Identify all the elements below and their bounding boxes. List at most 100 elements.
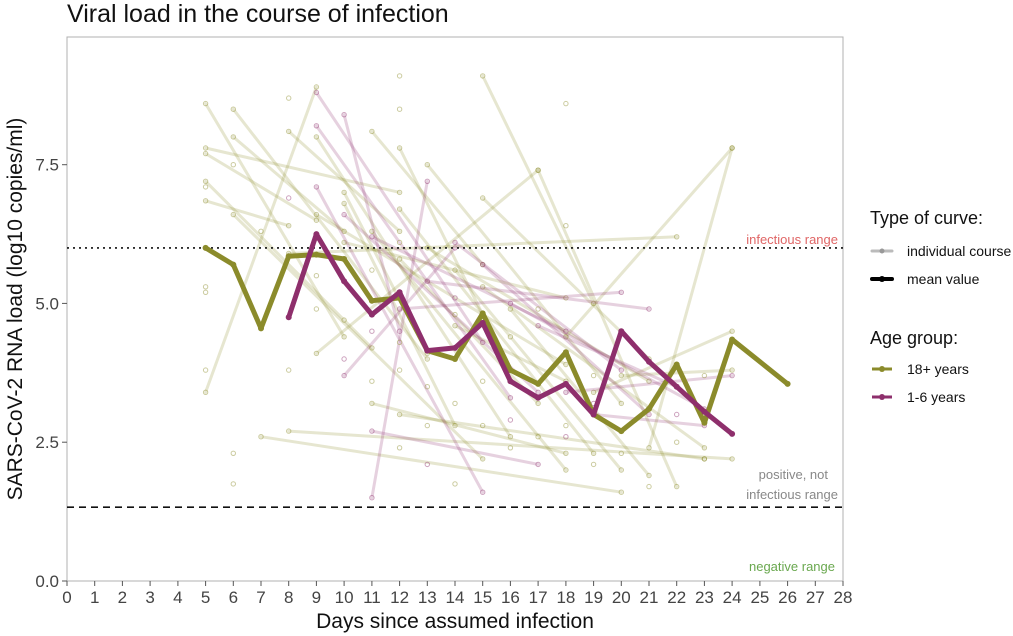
scatter-point [563,422,569,429]
scatter-point [369,328,375,334]
individual-course-line [425,279,651,311]
individual-point [341,211,347,218]
individual-point [646,472,652,479]
individual-point [618,367,624,373]
scatter-point [452,481,458,487]
individual-point [313,217,320,223]
legend-individual-key [870,248,894,254]
individual-course-line [342,240,568,300]
x-axis: 0 1 2 3 4 5 6 7 8 9 10 11 12 13 14 15 16 17 18 19 20 21 22 23 24… [62,581,852,607]
scatter-point [369,267,375,273]
individual-point [202,389,209,395]
x-tick-label: 12 [390,588,409,607]
x-tick-label: 9 [312,588,321,607]
mean-point-1-6-years [479,319,486,326]
individual-point [701,456,708,462]
individual-point [202,178,209,185]
scatter-point [396,73,403,79]
legend-child: 1-6 years [907,389,965,405]
individual-point [563,361,569,368]
mean-point-18-years [285,253,292,260]
individual-course-line [370,401,568,455]
x-tick-label: 10 [335,588,354,607]
scatter-point [618,450,624,456]
individual-point [313,123,320,129]
individual-point [618,400,624,407]
x-tick-label: 2 [118,588,127,607]
individual-course-line [536,324,679,389]
x-tick-label: 21 [640,588,659,607]
scatter-point [313,306,320,312]
mean-point-18-years [258,325,264,332]
individual-point [535,461,541,468]
individual-point [480,195,486,201]
individual-course-line [370,429,540,466]
individual-point [286,223,292,229]
individual-course-line [204,146,402,194]
individual-point [369,400,375,407]
scatter-point [396,367,403,373]
individual-point [452,267,458,273]
individual-course-line [564,146,734,339]
x-tick-label: 28 [834,588,853,607]
individual-point [480,456,486,462]
positive-range-label-line2: infectious range [746,487,838,502]
x-tick-label: 24 [723,588,742,607]
legend-mean-value: mean value [907,271,980,287]
individual-point [369,234,375,240]
y-tick-label: 2.5 [35,433,59,452]
legend-adult-key [872,366,892,372]
individual-course-line [204,85,318,394]
individual-course-line [204,152,318,222]
individual-point [701,445,708,451]
x-tick-label: 3 [145,588,154,607]
scatter-point [230,481,237,487]
scatter-point [590,461,597,468]
individual-point [563,389,569,395]
mean-value-lines [202,231,791,437]
individual-point [286,428,292,434]
scatter-point [424,384,430,390]
chart-title: Viral load in the course of infection [67,0,449,28]
individual-course-line [425,163,623,405]
mean-point-18-years [230,261,237,268]
individual-point [313,89,320,96]
x-tick-label: 13 [418,588,437,607]
individual-point [369,228,375,235]
individual-course-line [647,146,734,450]
individual-point [563,334,569,340]
scatter-point [230,162,237,168]
individual-point [369,128,375,135]
individual-course-line [259,435,623,494]
individual-point [480,261,486,268]
individual-point [341,200,347,207]
individual-point [729,145,735,151]
x-tick-label: 26 [778,588,797,607]
legend-age-title: Age group: [870,328,958,348]
individual-point [618,489,624,495]
individual-point [563,328,569,334]
individual-course-line [287,429,734,461]
mean-point-18-years [673,361,680,368]
individual-point [507,306,514,312]
mean-point-1-6-years [396,289,403,296]
mean-point-18-years [479,310,486,317]
x-tick-label: 19 [584,588,603,607]
individual-point [452,239,458,246]
y-tick-label: 7.5 [35,156,59,175]
individual-course-line [204,179,374,350]
scatter-point [230,450,237,456]
individual-point [563,467,569,473]
individual-point [286,128,292,135]
individual-point [424,278,430,284]
individual-course-line [370,129,485,267]
mean-point-18-years [562,349,569,356]
mean-point-1-6-years [646,358,652,365]
individual-point [396,189,403,196]
x-tick-label: 0 [62,588,71,607]
individual-point [341,372,347,379]
individual-course-line [481,263,651,416]
scatter-point [286,367,292,373]
scatter-point [202,367,209,373]
